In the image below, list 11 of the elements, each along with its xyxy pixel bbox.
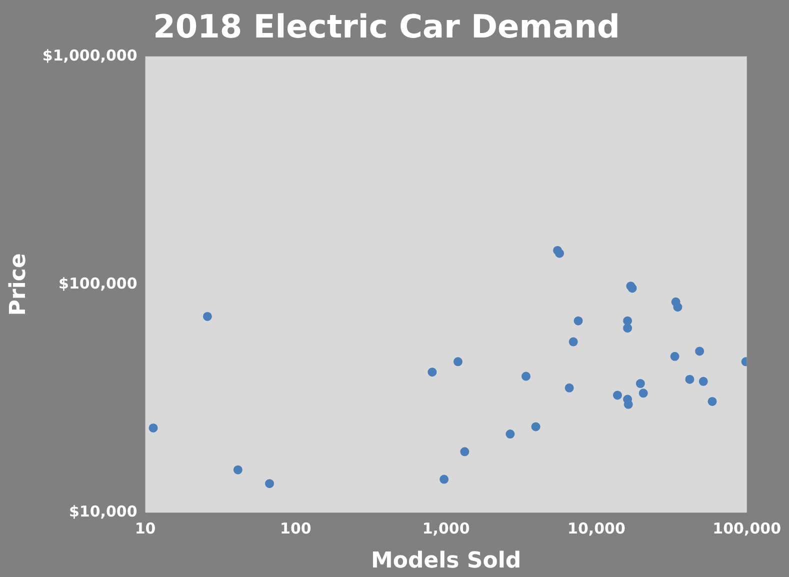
x-tick-label: 10,000 xyxy=(568,519,626,538)
x-axis-title: Models Sold xyxy=(370,548,522,574)
x-tick-label: 1,000 xyxy=(422,519,470,538)
x-tick-label: 10 xyxy=(134,519,156,538)
y-tick-label: $100,000 xyxy=(58,274,138,292)
y-tick-label: $1,000,000 xyxy=(42,46,138,64)
y-tick-label: $10,000 xyxy=(68,502,138,520)
chart-title: 2018 Electric Car Demand xyxy=(153,8,620,46)
y-axis-title: Price xyxy=(6,253,31,316)
x-tick-label: 100 xyxy=(280,519,312,538)
x-tick-label: 100,000 xyxy=(712,519,782,538)
